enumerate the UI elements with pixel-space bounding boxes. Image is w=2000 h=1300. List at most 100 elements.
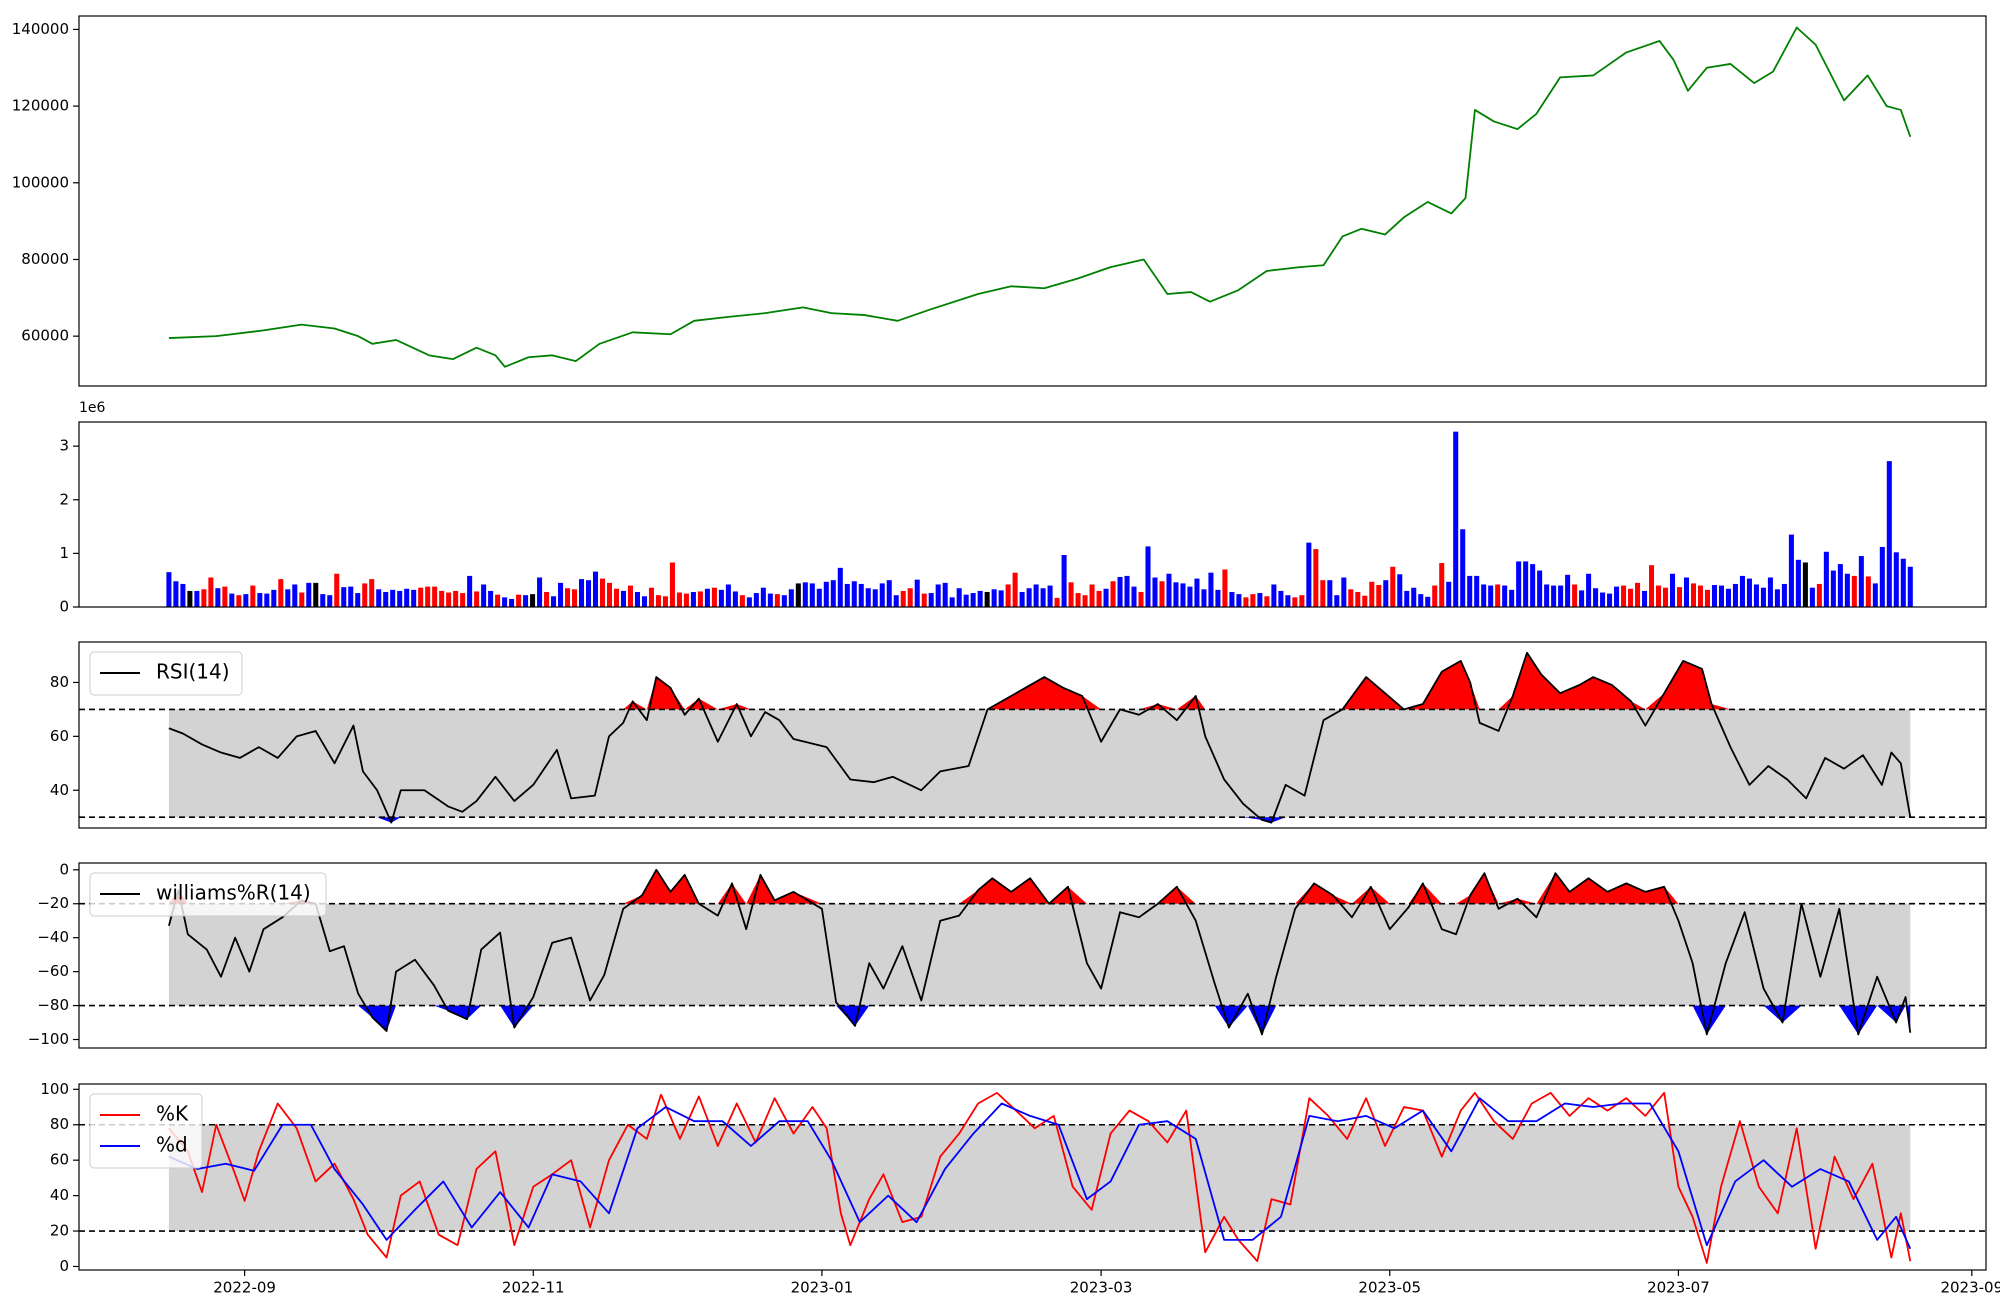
volume-bar [1523,561,1529,607]
volume-bar [1760,587,1766,607]
volume-bar [1579,590,1585,607]
volume-bar [383,591,389,607]
volume-bar [1446,581,1452,607]
volume-bar [467,575,473,607]
volume-bar [278,579,284,607]
volume-bar [1802,562,1808,607]
volume-bar [285,589,291,607]
volume-bar [1474,575,1480,607]
volume-bar [271,589,277,607]
volume-bar [1236,594,1242,607]
volume-bar [1089,584,1095,607]
volume-bar [1145,546,1151,607]
legend-label: williams%R(14) [156,881,311,905]
volume-bar [1453,431,1459,607]
volume-bar [1299,595,1305,607]
volume-bar [879,583,885,607]
volume-bar [1208,572,1214,607]
volume-bar [620,590,627,607]
volume-bar [753,593,759,607]
volume-bar [1495,584,1501,607]
overbought-fill [168,869,1911,904]
volume-bar [264,593,270,607]
volume-bar [1033,584,1039,607]
y-tick-label: 1 [59,544,69,562]
volume-bar [592,571,599,607]
volume-bar [369,579,375,607]
y-tick-label: 80 [50,1115,69,1133]
volume-bar [823,581,829,607]
volume-bar [1858,556,1864,607]
volume-bar [697,591,703,607]
volume-bar [1061,554,1067,607]
volume-bar [1096,590,1102,607]
x-tick-label: 2022-11 [502,1279,565,1297]
volume-bar [1383,580,1389,607]
volume-bar [1012,572,1018,607]
stoch-d-line [168,1097,1912,1250]
neutral-band [168,709,1911,818]
y-tick-label: −100 [28,1030,69,1048]
y-tick-label: 140000 [12,20,69,38]
volume-bar [1026,588,1032,607]
volume-bar [1683,577,1690,607]
volume-bar [1572,584,1578,607]
volume-bar [1229,591,1235,607]
volume-bar [739,595,745,607]
y-tick-label: −40 [37,928,69,946]
volume-bar [648,587,654,607]
volume-bar [502,597,508,607]
neutral-band [168,903,1911,1006]
volume-bar [341,587,347,607]
volume-bar [795,583,801,607]
volume-bar [425,586,431,607]
volume-bar [865,588,871,607]
volume-bar [1718,585,1724,607]
volume-bar [327,595,333,607]
volume-bar [411,589,417,607]
volume-bar [1334,595,1340,607]
volume-bar [1411,587,1417,607]
volume-bar [676,592,682,607]
volume-bar [1194,578,1200,607]
volume-bar [1537,570,1543,607]
volume-bar [299,592,305,607]
volume-bar [474,591,480,607]
rsi-line [168,651,1912,824]
volume-bar [1551,585,1557,607]
volume-bar [1907,566,1913,607]
volume-bar [355,593,361,607]
volume-bar [236,595,242,607]
volume-bar [1082,595,1088,607]
volume-bar [1663,587,1669,607]
volume-bar [732,591,738,607]
y-tick-label: 0 [59,860,69,878]
x-tick-label: 2023-07 [1647,1279,1710,1297]
volume-bar [1110,581,1116,607]
volume-bar [1558,585,1564,607]
volume-bar [655,595,661,607]
y-tick-label: 3 [59,437,69,455]
volume-bar [1432,585,1438,607]
volume-bar [627,585,633,607]
volume-bar [641,596,647,607]
volume-bar [1138,591,1144,607]
volume-bar [418,587,424,607]
panel-frame [78,862,1987,1049]
volume-bar [977,590,983,607]
volume-bar [1152,577,1158,607]
legend-box [89,872,327,917]
volume-bar [1676,587,1683,607]
volume-bar [1872,583,1878,607]
y-tick-label: 2 [59,490,69,508]
volume-bar [725,584,731,607]
volume-bar [1530,564,1536,607]
volume-bar [1019,591,1025,607]
volume-bar [173,581,179,607]
volume-bar [1621,585,1627,607]
legend-box [89,1093,203,1169]
volume-bar [1851,575,1857,607]
y-tick-label: 120000 [12,97,69,115]
volume-bar [998,590,1004,607]
